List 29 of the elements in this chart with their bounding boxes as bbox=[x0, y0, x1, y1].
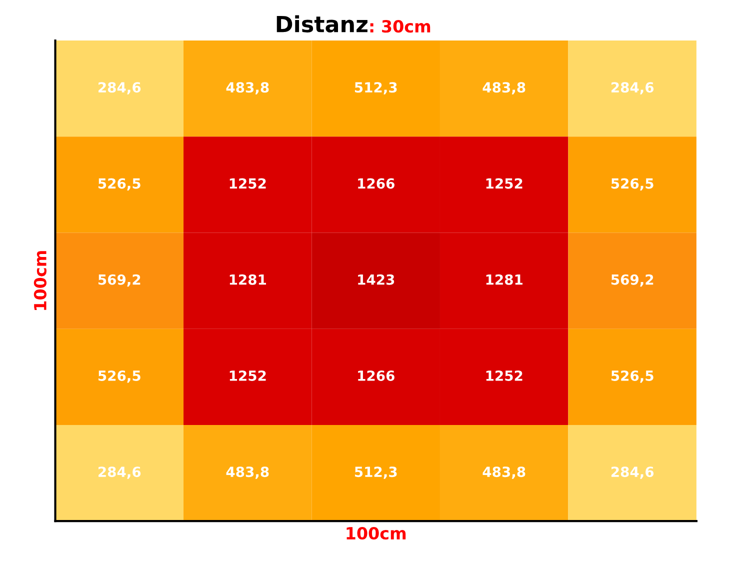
data-label: 1252 bbox=[230, 370, 266, 381]
data-label: 483,8 bbox=[482, 82, 526, 94]
x-axis-title: 100cm bbox=[346, 526, 406, 540]
data-label: 1252 bbox=[486, 178, 522, 189]
data-label: 284,6 bbox=[611, 82, 654, 94]
data-label: 284,6 bbox=[98, 466, 141, 479]
chart-title: Distanz bbox=[276, 15, 368, 33]
data-label: 526,5 bbox=[611, 178, 654, 191]
data-label: 512,3 bbox=[354, 466, 397, 479]
data-label: 1252 bbox=[230, 178, 266, 189]
data-label: 569,2 bbox=[611, 274, 654, 287]
data-label: 526,5 bbox=[611, 370, 654, 383]
data-label: 526,5 bbox=[98, 370, 140, 383]
data-label: 483,8 bbox=[226, 82, 269, 94]
data-label: 526,5 bbox=[98, 178, 140, 191]
y-axis-title: 100cm bbox=[34, 251, 46, 310]
data-label: 1252 bbox=[486, 370, 522, 381]
data-label: 1266 bbox=[358, 370, 394, 381]
data-label: 512,3 bbox=[354, 82, 397, 94]
data-label: 1281 bbox=[230, 274, 266, 285]
data-label: 483,8 bbox=[482, 466, 526, 479]
data-label: 1281 bbox=[486, 274, 522, 285]
data-label: 1423 bbox=[358, 274, 394, 285]
data-label: 284,6 bbox=[98, 82, 141, 94]
data-label: 284,6 bbox=[611, 466, 654, 479]
data-label: 569,2 bbox=[98, 274, 140, 287]
data-label: 483,8 bbox=[226, 466, 269, 479]
data-label: 1266 bbox=[358, 178, 394, 189]
chart-subtitle: : 30cm bbox=[370, 20, 430, 33]
